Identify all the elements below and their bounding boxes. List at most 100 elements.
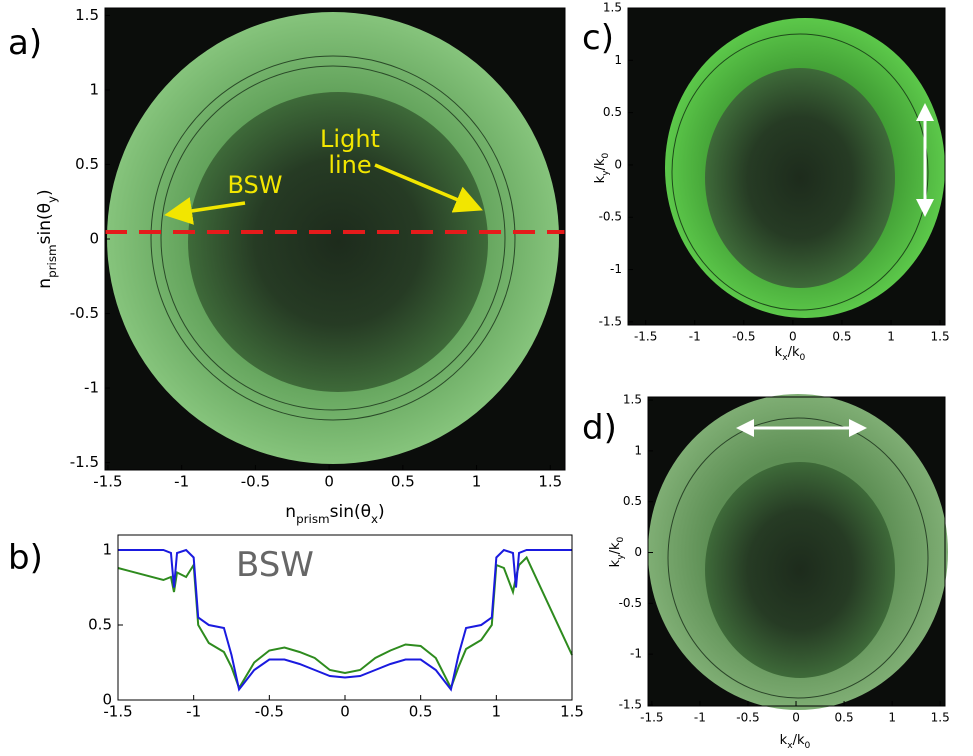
axis-label-part: n xyxy=(35,278,55,289)
axis-label-part: ) xyxy=(35,189,55,196)
y-tick-label: 0 xyxy=(102,691,112,709)
axis-label: kx/k0 xyxy=(775,345,806,363)
axes-box xyxy=(117,534,573,701)
axis-label-part: sin(θ xyxy=(330,502,371,522)
axis-label: nprismsin(θy) xyxy=(35,189,59,288)
x-tick-label: -1 xyxy=(694,711,706,725)
y-tick-label: 1 xyxy=(89,80,99,98)
y-tick-label: 1 xyxy=(634,443,642,457)
x-tick-label: 1.5 xyxy=(931,711,950,725)
x-tick-label: 0.5 xyxy=(409,703,433,721)
y-tick-label: -1 xyxy=(630,647,642,661)
axis-label-sub: x xyxy=(371,512,378,526)
axis-label-sub: x xyxy=(782,353,788,363)
axis-label-sub: x xyxy=(787,741,793,751)
axes-box xyxy=(104,7,566,471)
panel-label: d) xyxy=(582,408,617,448)
y-tick-label: -0.5 xyxy=(619,596,642,610)
y-tick-label: 1.5 xyxy=(603,1,622,15)
y-tick-label: 0.5 xyxy=(75,155,99,173)
y-tick-label: 0 xyxy=(634,545,642,559)
y-tick-label: 0 xyxy=(89,230,99,248)
axis-label-part: sin(θ xyxy=(35,203,55,244)
y-tick-label: -0.5 xyxy=(599,210,622,224)
axis-label-sub: prism xyxy=(45,244,59,278)
x-tick-label: 0 xyxy=(792,711,800,725)
annotation: BSW xyxy=(227,171,283,199)
axis-label-part: /k xyxy=(593,158,608,170)
y-tick-label: -1.5 xyxy=(70,453,99,471)
axis-label-sub: y xyxy=(601,170,611,176)
axis-label-part: k xyxy=(775,345,783,360)
axis-label-sub: prism xyxy=(296,512,330,526)
axis-label-part: n xyxy=(285,502,296,522)
x-tick-label: 1 xyxy=(492,703,502,721)
axis-label-part: ) xyxy=(378,502,385,522)
axis-label-part: k xyxy=(608,559,623,567)
plot-area xyxy=(118,535,572,700)
axis-label-sub: 0 xyxy=(805,741,811,751)
y-tick-label: 1 xyxy=(614,53,622,67)
series-line xyxy=(118,548,572,692)
x-tick-label: -1 xyxy=(186,703,201,721)
panel-label: b) xyxy=(8,538,43,578)
axes-box xyxy=(627,7,946,326)
x-tick-label: 1.5 xyxy=(931,330,950,344)
x-tick-label: 1.5 xyxy=(560,703,584,721)
x-tick-label: -1.5 xyxy=(634,330,657,344)
y-tick-label: 0 xyxy=(614,157,622,171)
y-tick-label: 0.5 xyxy=(88,616,112,634)
x-tick-label: -1.5 xyxy=(103,703,132,721)
x-tick-label: -0.5 xyxy=(732,330,755,344)
y-tick-label: 0.5 xyxy=(623,494,642,508)
axis-label: ky/k0 xyxy=(593,152,611,183)
axis-label-part: /k xyxy=(608,542,623,554)
x-tick-label: 1 xyxy=(472,473,482,491)
x-tick-label: -1.5 xyxy=(640,711,663,725)
panel-label: c) xyxy=(582,18,614,58)
axis-label-part: /k xyxy=(788,345,800,360)
image-d xyxy=(648,394,948,710)
y-tick-label: 0.5 xyxy=(603,105,622,119)
axis-label-part: k xyxy=(780,733,788,748)
x-tick-label: 0.5 xyxy=(832,330,851,344)
x-tick-label: 0 xyxy=(340,703,350,721)
x-tick-label: 0.5 xyxy=(391,473,415,491)
x-tick-label: -1 xyxy=(174,473,189,491)
axis-label: kx/k0 xyxy=(780,733,811,751)
x-tick-label: -0.5 xyxy=(241,473,270,491)
y-tick-label: -1.5 xyxy=(619,697,642,711)
x-tick-label: 0 xyxy=(324,473,334,491)
axis-label-sub: y xyxy=(616,554,626,560)
annotation: Light line xyxy=(320,125,380,179)
x-tick-label: -0.5 xyxy=(736,711,759,725)
panel-label: a) xyxy=(8,23,43,63)
x-tick-label: -1.5 xyxy=(93,473,122,491)
y-tick-label: 1.5 xyxy=(623,393,642,407)
axis-label-sub: 0 xyxy=(601,152,611,158)
x-tick-label: 0.5 xyxy=(835,711,854,725)
axis-label-part: k xyxy=(593,175,608,183)
image-a xyxy=(105,8,565,470)
y-tick-label: 1.5 xyxy=(75,6,99,24)
y-tick-label: -1.5 xyxy=(599,314,622,328)
axis-label: nprismsin(θx) xyxy=(285,502,384,526)
x-tick-label: -0.5 xyxy=(255,703,284,721)
x-tick-label: 1 xyxy=(887,330,895,344)
annotation: BSW xyxy=(236,545,314,585)
x-tick-label: 1.5 xyxy=(538,473,562,491)
y-tick-label: -1 xyxy=(610,262,622,276)
y-tick-label: -1 xyxy=(84,379,99,397)
y-tick-label: 1 xyxy=(102,541,112,559)
x-tick-label: -1 xyxy=(689,330,701,344)
axis-label-sub: 0 xyxy=(616,536,626,542)
axes-box xyxy=(647,396,946,707)
axis-label: ky/k0 xyxy=(608,536,626,567)
image-c xyxy=(628,8,945,325)
x-tick-label: 1 xyxy=(888,711,896,725)
axis-label-part: /k xyxy=(793,733,805,748)
axis-label-sub: 0 xyxy=(800,353,806,363)
x-tick-label: 0 xyxy=(789,330,797,344)
